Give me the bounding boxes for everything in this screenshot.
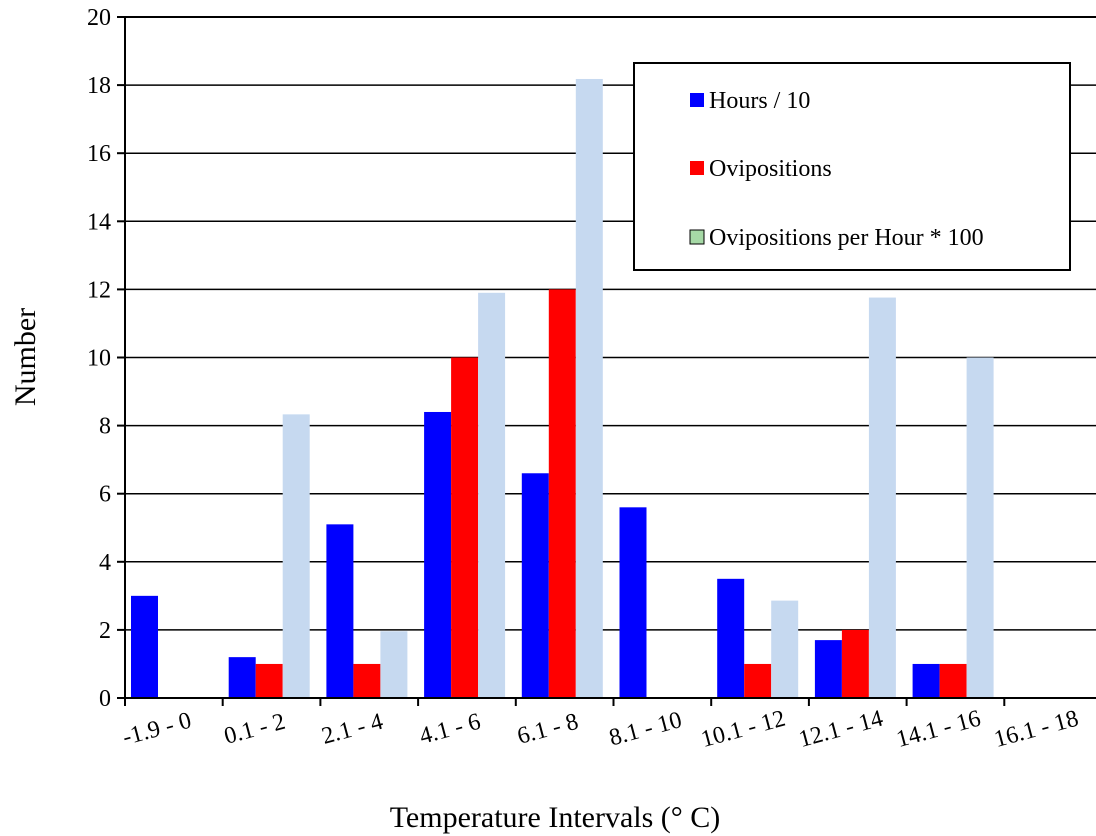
bar-series1-7: [841, 629, 869, 698]
x-tick-label: -1.9 - 0: [120, 708, 194, 751]
bar-series2-1: [282, 414, 310, 698]
bar-series1-8: [939, 663, 967, 698]
bar-series1-6: [744, 663, 772, 698]
legend-label-2: Ovipositions per Hour * 100: [709, 225, 984, 251]
legend-swatch-0: [690, 93, 704, 107]
y-tick-label: 18: [87, 73, 111, 99]
bar-series1-3: [451, 357, 479, 698]
y-tick-label: 2: [99, 618, 111, 644]
y-tick-label: 14: [87, 209, 111, 235]
y-tick-label: 20: [87, 5, 111, 31]
y-tick-label: 10: [87, 346, 111, 372]
x-axis-label: Temperature Intervals (° C): [390, 801, 721, 834]
x-tick-label: 2.1 - 4: [319, 709, 386, 750]
bar-series0-4: [521, 473, 549, 698]
bar-series0-6: [717, 578, 745, 698]
bar-series0-1: [228, 657, 256, 698]
bar-series0-0: [131, 595, 158, 698]
legend-swatch-1: [690, 161, 704, 175]
bar-series0-8: [912, 663, 940, 698]
bar-series2-2: [380, 631, 408, 698]
x-axis-ticks: -1.9 - 0 0.1 - 2 2.1 - 4 4.1 - 6 6.1 - 8 8.1 …: [120, 698, 1081, 753]
x-tick-label: 4.1 - 6: [417, 709, 484, 750]
x-tick-label: 6.1 - 8: [515, 709, 582, 750]
bar-series1-2: [353, 663, 381, 698]
y-tick-label: 16: [87, 141, 111, 167]
y-tick-label: 6: [99, 482, 111, 508]
y-tick-label: 4: [99, 550, 111, 576]
legend: Hours / 10 Ovipositions Ovipositions per H…: [633, 62, 1071, 271]
y-axis-ticks: 0 2 4 6 8 10 12 14 16 18 20: [87, 5, 125, 712]
y-tick-label: 8: [99, 414, 111, 440]
legend-label-1: Ovipositions: [709, 156, 832, 182]
y-tick-label: 12: [87, 277, 111, 303]
bar-series2-3: [478, 292, 506, 698]
bars: [131, 78, 994, 698]
bar-series2-8: [966, 357, 994, 698]
x-tick-label: 16.1 - 18: [991, 706, 1081, 753]
x-tick-label: 14.1 - 16: [894, 706, 984, 753]
x-tick-label: 8.1 - 10: [606, 707, 684, 751]
legend-items: Hours / 10 Ovipositions Ovipositions per H…: [689, 88, 984, 251]
y-tick-label: 0: [99, 686, 111, 712]
bar-series2-7: [868, 297, 896, 698]
bar-series0-5: [619, 507, 647, 698]
bar-series1-1: [255, 663, 283, 698]
bar-series1-4: [548, 289, 576, 698]
bar-series0-3: [424, 411, 452, 698]
y-axis-label: Number: [9, 308, 42, 406]
legend-label-0: Hours / 10: [709, 88, 810, 114]
bar-series0-7: [814, 640, 842, 698]
bar-series2-6: [771, 600, 799, 698]
legend-swatch-2: [689, 229, 705, 245]
bar-series0-2: [326, 524, 354, 698]
x-tick-label: 12.1 - 14: [796, 706, 886, 753]
x-tick-label: 10.1 - 12: [698, 706, 788, 753]
x-tick-label: 0.1 - 2: [221, 709, 288, 750]
bar-series2-4: [575, 78, 603, 698]
legend-box: [633, 62, 1071, 271]
